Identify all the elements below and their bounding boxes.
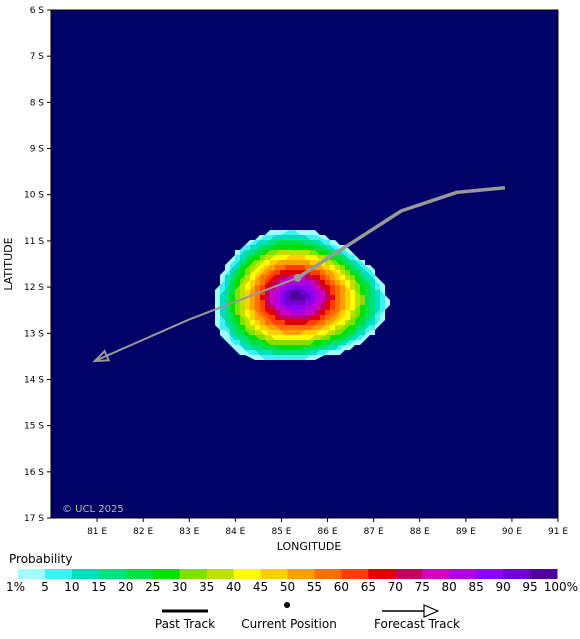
scale-label: 90	[495, 580, 510, 594]
scale-swatch	[287, 569, 315, 579]
lon-tick-label: 85 E	[271, 527, 291, 537]
y-axis-title: LATITUDE	[2, 237, 15, 290]
scale-swatch	[206, 569, 235, 579]
scale-swatch	[422, 569, 450, 579]
past-track-line	[296, 186, 506, 280]
scale-label: 10	[64, 580, 79, 594]
lon-tick-label: 91 E	[548, 527, 568, 537]
legend-title: Probability	[9, 552, 73, 566]
scale-swatch	[152, 569, 181, 579]
lat-tick-label: 12 S	[24, 283, 44, 293]
forecast-arrowhead-icon	[92, 349, 111, 363]
scale-swatch	[530, 569, 558, 579]
lat-tick-label: 9 S	[30, 145, 45, 155]
current-position-sample	[284, 602, 290, 608]
scale-swatch	[476, 569, 504, 579]
copyright-text: © UCL 2025	[62, 504, 124, 515]
forecast-arrow-icon	[423, 604, 440, 618]
scale-label: 35	[199, 580, 214, 594]
x-axis-title: LONGITUDE	[277, 540, 342, 553]
scale-swatch	[233, 569, 262, 579]
scale-swatch	[18, 569, 46, 579]
probability-field	[215, 230, 390, 360]
lat-tick-label: 16 S	[24, 468, 44, 478]
lat-tick-label: 17 S	[24, 514, 44, 524]
scale-label: 100%	[544, 580, 578, 594]
lon-tick-label: 81 E	[87, 527, 107, 537]
lat-tick-label: 10 S	[24, 191, 44, 201]
lat-tick-label: 13 S	[24, 329, 44, 339]
scale-swatch	[395, 569, 423, 579]
scale-label: 65	[361, 580, 376, 594]
scale-label: 30	[172, 580, 187, 594]
current-position-marker	[293, 273, 302, 282]
scale-label: 70	[388, 580, 403, 594]
lon-tick-label: 88 E	[410, 527, 430, 537]
lat-tick-label: 11 S	[24, 237, 44, 247]
scale-label: 1%	[6, 580, 25, 594]
scale-label: 5	[41, 580, 49, 594]
scale-swatch	[179, 569, 208, 579]
scale-swatch	[71, 569, 100, 579]
lat-tick-label: 7 S	[30, 52, 45, 62]
scale-label: 45	[253, 580, 268, 594]
scale-label: 15	[91, 580, 106, 594]
scale-swatch	[341, 569, 369, 579]
current-position-label: Current Position	[241, 617, 337, 631]
scale-label: 80	[442, 580, 457, 594]
lat-tick-label: 6 S	[30, 6, 45, 16]
legend-key: Past Track Current Position Forecast Tra…	[155, 602, 460, 631]
track-layer	[92, 186, 506, 363]
scale-swatch	[260, 569, 288, 579]
scale-label: 95	[522, 580, 537, 594]
scale-swatch	[368, 569, 396, 579]
scale-label: 50	[280, 580, 295, 594]
probability-contour	[290, 290, 305, 300]
longitude-ticks: 81 E 82 E 83 E 84 E 85 E 86 E 87 E 88 E 89 E 90 E…	[87, 518, 568, 537]
scale-swatch	[44, 569, 73, 579]
scale-swatch	[314, 569, 342, 579]
scale-label: 25	[145, 580, 160, 594]
lon-tick-label: 82 E	[133, 527, 153, 537]
scale-label: 55	[307, 580, 322, 594]
lat-tick-label: 8 S	[30, 98, 45, 108]
latitude-ticks: 6 S 7 S 8 S 9 S 10 S 11 S 12 S 13 S 14 S 15 S 16 S…	[24, 6, 51, 524]
lon-tick-label: 87 E	[364, 527, 384, 537]
forecast-track-label: Forecast Track	[374, 617, 460, 631]
scale-label: 75	[415, 580, 430, 594]
scale-label: 20	[118, 580, 133, 594]
scale-swatch	[449, 569, 477, 579]
forecast-track-line	[94, 276, 298, 362]
plot-frame	[50, 9, 559, 519]
probability-scale	[18, 569, 558, 579]
scale-label: 40	[226, 580, 241, 594]
scale-label: 60	[334, 580, 349, 594]
lon-tick-label: 89 E	[456, 527, 476, 537]
scale-swatch	[503, 569, 531, 579]
lon-tick-label: 83 E	[179, 527, 199, 537]
lat-tick-label: 14 S	[24, 375, 44, 385]
probability-scale-labels: 1% 5 10 15 20 25 30 35 40 45 50 55 60 65 70 75 80 85 90 95 1…	[6, 580, 578, 594]
lat-tick-label: 15 S	[24, 422, 44, 432]
scale-swatch	[98, 569, 127, 579]
lon-tick-label: 90 E	[502, 527, 522, 537]
scale-swatch	[125, 569, 154, 579]
lon-tick-label: 86 E	[318, 527, 338, 537]
scale-label: 85	[469, 580, 484, 594]
lon-tick-label: 84 E	[225, 527, 245, 537]
past-track-label: Past Track	[155, 617, 215, 631]
